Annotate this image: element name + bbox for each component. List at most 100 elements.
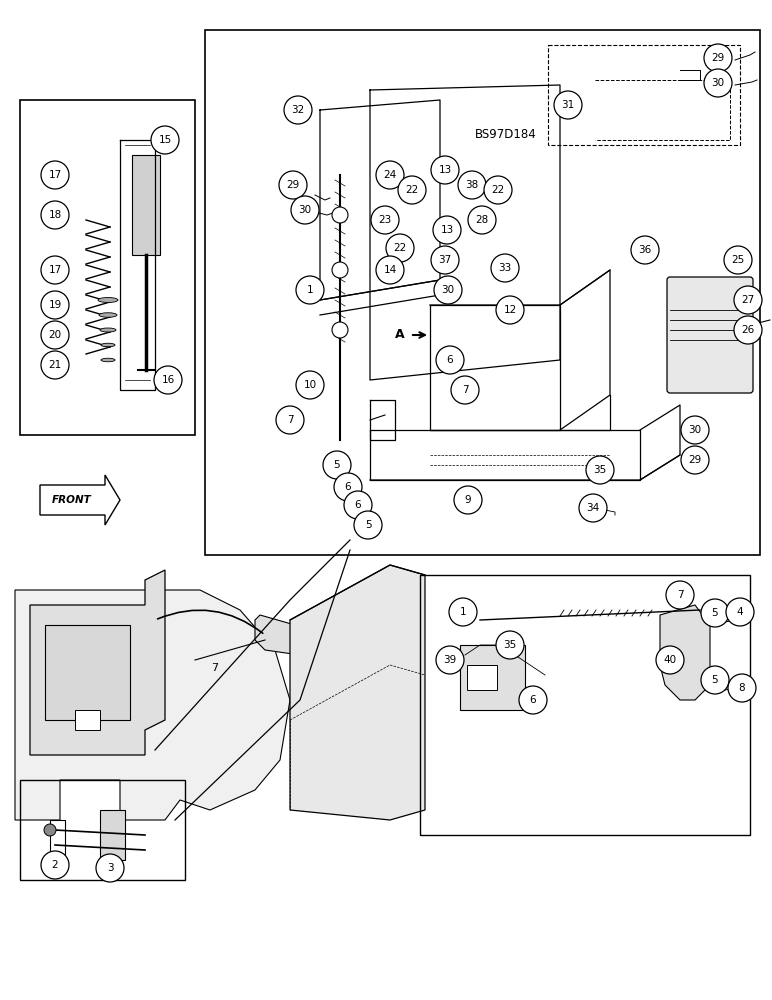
Circle shape [666, 581, 694, 609]
Text: 6: 6 [530, 695, 537, 705]
Circle shape [704, 69, 732, 97]
Circle shape [323, 451, 351, 479]
Bar [132, 155, 160, 255]
Circle shape [41, 256, 69, 284]
Text: 9: 9 [465, 495, 472, 505]
Circle shape [41, 201, 69, 229]
Circle shape [434, 276, 462, 304]
Circle shape [451, 376, 479, 404]
Circle shape [701, 666, 729, 694]
Text: 40: 40 [663, 655, 676, 665]
Circle shape [586, 456, 614, 484]
Circle shape [519, 686, 547, 714]
Circle shape [41, 851, 69, 879]
Bar [205, 30, 760, 555]
Circle shape [334, 473, 362, 501]
Bar [467, 665, 497, 690]
Text: 1: 1 [306, 285, 313, 295]
Text: 5: 5 [712, 675, 718, 685]
Text: 30: 30 [689, 425, 702, 435]
Circle shape [332, 207, 348, 223]
Circle shape [332, 262, 348, 278]
Bar [100, 810, 125, 860]
Circle shape [41, 161, 69, 189]
Text: 27: 27 [741, 295, 754, 305]
Text: 2: 2 [52, 860, 59, 870]
Circle shape [398, 176, 426, 204]
Text: 21: 21 [49, 360, 62, 370]
Text: 13: 13 [440, 225, 454, 235]
Bar [75, 710, 100, 730]
Text: 1: 1 [459, 607, 466, 617]
Circle shape [656, 646, 684, 674]
Circle shape [279, 171, 307, 199]
Circle shape [296, 371, 324, 399]
Circle shape [449, 598, 477, 626]
Circle shape [44, 824, 56, 836]
Circle shape [41, 291, 69, 319]
Circle shape [291, 196, 319, 224]
Text: 12: 12 [503, 305, 516, 315]
Text: 29: 29 [689, 455, 702, 465]
Text: 35: 35 [503, 640, 516, 650]
Text: 22: 22 [394, 243, 407, 253]
Polygon shape [15, 590, 290, 820]
Bar [460, 645, 525, 710]
Text: 7: 7 [462, 385, 469, 395]
Ellipse shape [101, 343, 115, 347]
Circle shape [468, 206, 496, 234]
Text: 4: 4 [736, 607, 743, 617]
Text: 18: 18 [49, 210, 62, 220]
Circle shape [376, 256, 404, 284]
Text: 10: 10 [303, 380, 317, 390]
Text: 3: 3 [107, 863, 113, 873]
Ellipse shape [100, 328, 116, 332]
Circle shape [386, 234, 414, 262]
Circle shape [436, 646, 464, 674]
Circle shape [681, 446, 709, 474]
Text: 6: 6 [447, 355, 453, 365]
Circle shape [154, 366, 182, 394]
Circle shape [496, 296, 524, 324]
Text: 26: 26 [741, 325, 754, 335]
Circle shape [284, 96, 312, 124]
Circle shape [296, 276, 324, 304]
Circle shape [554, 91, 582, 119]
Text: 16: 16 [161, 375, 174, 385]
Ellipse shape [99, 313, 117, 317]
Text: A: A [395, 328, 405, 342]
Circle shape [276, 406, 304, 434]
Text: 19: 19 [49, 300, 62, 310]
Text: 8: 8 [739, 683, 745, 693]
Text: 22: 22 [491, 185, 505, 195]
Circle shape [701, 599, 729, 627]
Text: 6: 6 [344, 482, 351, 492]
Bar [20, 100, 195, 435]
Bar [45, 625, 130, 720]
Circle shape [484, 176, 512, 204]
Text: 20: 20 [49, 330, 62, 340]
Text: 34: 34 [587, 503, 600, 513]
Text: BS97D184: BS97D184 [475, 128, 537, 141]
Polygon shape [40, 475, 120, 525]
Text: 25: 25 [731, 255, 745, 265]
Circle shape [344, 491, 372, 519]
Text: 32: 32 [291, 105, 305, 115]
Text: 35: 35 [594, 465, 607, 475]
Text: 37: 37 [438, 255, 452, 265]
Text: 24: 24 [384, 170, 397, 180]
Text: 29: 29 [286, 180, 300, 190]
Circle shape [354, 511, 382, 539]
Text: 7: 7 [677, 590, 683, 600]
Text: FRONT: FRONT [52, 495, 92, 505]
Text: 14: 14 [384, 265, 397, 275]
Text: 6: 6 [354, 500, 361, 510]
Circle shape [433, 216, 461, 244]
Circle shape [41, 351, 69, 379]
Text: 5: 5 [334, 460, 340, 470]
Text: 38: 38 [466, 180, 479, 190]
Polygon shape [290, 565, 425, 820]
Circle shape [458, 171, 486, 199]
Text: 28: 28 [476, 215, 489, 225]
Bar [20, 780, 185, 880]
